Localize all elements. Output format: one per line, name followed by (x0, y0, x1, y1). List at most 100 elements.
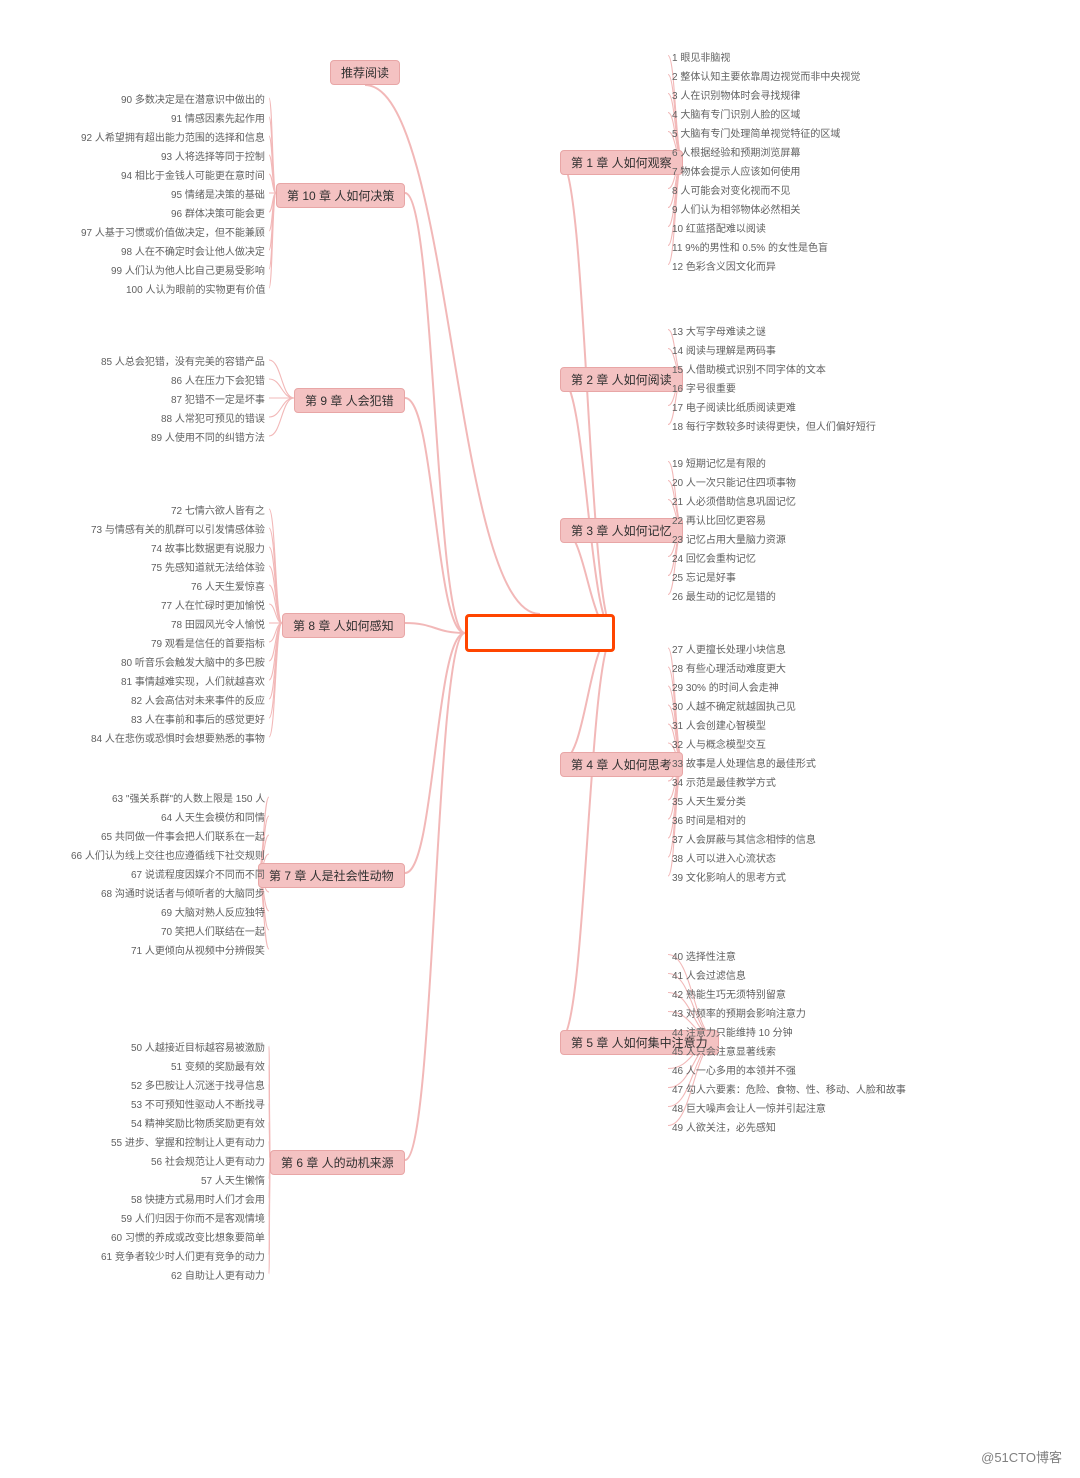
leaf-left-1-2: 87 犯错不一定是坏事 (171, 391, 265, 406)
leaf-right-0-8: 9 人们认为相邻物体必然相关 (672, 201, 800, 216)
leaf-right-2-1: 20 人一次只能记住四项事物 (672, 474, 796, 489)
leaf-right-3-10: 37 人会屏蔽与其信念相悖的信息 (672, 831, 816, 846)
leaf-right-2-7: 26 最生动的记忆是错的 (672, 588, 776, 603)
leaf-right-3-0: 27 人更擅长处理小块信息 (672, 641, 786, 656)
leaf-left-1-0: 85 人总会犯错，没有完美的容错产品 (101, 353, 265, 368)
leaf-right-4-3: 43 对频率的预期会影响注意力 (672, 1005, 806, 1020)
leaf-right-3-6: 33 故事是人处理信息的最佳形式 (672, 755, 816, 770)
leaf-left-3-6: 69 大脑对熟人反应独特 (161, 904, 265, 919)
leaf-left-2-9: 81 事情越难实现，人们就越喜欢 (121, 673, 265, 688)
leaf-right-4-6: 46 人一心多用的本领并不强 (672, 1062, 796, 1077)
leaf-left-2-8: 80 听音乐会触发大脑中的多巴胺 (121, 654, 265, 669)
leaf-left-3-7: 70 笑把人们联结在一起 (161, 923, 265, 938)
leaf-right-3-7: 34 示范是最佳教学方式 (672, 774, 776, 789)
leaf-left-2-3: 75 先感知道就无法给体验 (151, 559, 265, 574)
leaf-right-2-3: 22 再认比回忆更容易 (672, 512, 766, 527)
leaf-right-4-9: 49 人欲关注，必先感知 (672, 1119, 776, 1134)
leaf-left-2-6: 78 田园风光令人愉悦 (171, 616, 265, 631)
leaf-left-2-5: 77 人在忙碌时更加愉悦 (161, 597, 265, 612)
leaf-right-0-10: 11 9%的男性和 0.5% 的女性是色盲 (672, 239, 828, 254)
leaf-right-0-0: 1 眼见非脑视 (672, 49, 730, 64)
leaf-right-1-5: 18 每行字数较多时读得更快，但人们偏好短行 (672, 418, 876, 433)
leaf-left-3-1: 64 人天生会模仿和同情 (161, 809, 265, 824)
leaf-left-0-2: 92 人希望拥有超出能力范围的选择和信息 (81, 129, 265, 144)
leaf-left-2-7: 79 观看是信任的首要指标 (151, 635, 265, 650)
leaf-left-2-4: 76 人天生爱惊喜 (191, 578, 265, 593)
chapter-right-3: 第 4 章 人如何思考 (560, 752, 683, 777)
leaf-left-4-6: 56 社会规范让人更有动力 (151, 1153, 265, 1168)
chapter-right-2: 第 3 章 人如何记忆 (560, 518, 683, 543)
leaf-right-2-6: 25 忘记是好事 (672, 569, 736, 584)
leaf-left-2-10: 82 人会高估对未来事件的反应 (131, 692, 265, 707)
leaf-right-3-12: 39 文化影响人的思考方式 (672, 869, 786, 884)
leaf-right-2-2: 21 人必须借助信息巩固记忆 (672, 493, 796, 508)
leaf-left-4-0: 50 人越接近目标越容易被激励 (131, 1039, 265, 1054)
leaf-left-1-1: 86 人在压力下会犯错 (171, 372, 265, 387)
leaf-right-0-11: 12 色彩含义因文化而异 (672, 258, 776, 273)
chapter-left-2: 第 8 章 人如何感知 (282, 613, 405, 638)
leaf-left-0-9: 99 人们认为他人比自己更易受影响 (111, 262, 265, 277)
leaf-right-4-0: 40 选择性注意 (672, 948, 736, 963)
watermark: @51CTO博客 (981, 1447, 1062, 1466)
leaf-right-0-3: 4 大脑有专门识别人脸的区域 (672, 106, 800, 121)
leaf-right-3-1: 28 有些心理活动难度更大 (672, 660, 786, 675)
leaf-left-0-8: 98 人在不确定时会让他人做决定 (121, 243, 265, 258)
leaf-left-3-8: 71 人更倾向从视频中分辨假笑 (131, 942, 265, 957)
leaf-left-4-10: 60 习惯的养成或改变比想象要简单 (111, 1229, 265, 1244)
leaf-left-4-11: 61 竞争者较少时人们更有竞争的动力 (101, 1248, 265, 1263)
leaf-left-0-6: 96 群体决策可能会更 (171, 205, 265, 220)
leaf-right-0-5: 6 人根据经验和预期浏览屏幕 (672, 144, 800, 159)
leaf-right-4-4: 44 注意力只能维持 10 分钟 (672, 1024, 793, 1039)
leaf-right-2-5: 24 回忆会重构记忆 (672, 550, 756, 565)
leaf-left-2-1: 73 与情感有关的肌群可以引发情感体验 (91, 521, 265, 536)
leaf-right-0-2: 3 人在识别物体时会寻找规律 (672, 87, 800, 102)
leaf-right-1-2: 15 人借助模式识别不同字体的文本 (672, 361, 826, 376)
leaf-right-0-9: 10 红蓝搭配难以阅读 (672, 220, 766, 235)
leaf-left-4-8: 58 快捷方式易用时人们才会用 (131, 1191, 265, 1206)
leaf-right-0-4: 5 大脑有专门处理简单视觉特征的区域 (672, 125, 840, 140)
leaf-left-4-2: 52 多巴胺让人沉迷于找寻信息 (131, 1077, 265, 1092)
leaf-right-0-7: 8 人可能会对变化视而不见 (672, 182, 790, 197)
leaf-left-0-7: 97 人基于习惯或价值做决定，但不能兼顾 (81, 224, 265, 239)
chapter-right-0: 第 1 章 人如何观察 (560, 150, 683, 175)
chapter-left-3: 第 7 章 人是社会性动物 (258, 863, 405, 888)
leaf-left-0-4: 94 相比于金钱人可能更在意时间 (121, 167, 265, 182)
leaf-left-4-7: 57 人天生懒惰 (201, 1172, 265, 1187)
leaf-right-3-3: 30 人越不确定就越固执己见 (672, 698, 796, 713)
leaf-right-3-8: 35 人天生爱分类 (672, 793, 746, 808)
leaf-right-3-5: 32 人与概念模型交互 (672, 736, 766, 751)
leaf-right-1-4: 17 电子阅读比纸质阅读更难 (672, 399, 796, 414)
recommend-node: 推荐阅读 (330, 60, 400, 85)
leaf-left-3-2: 65 共同做一件事会把人们联系在一起 (101, 828, 265, 843)
leaf-left-2-12: 84 人在悲伤或恐惧时会想要熟悉的事物 (91, 730, 265, 745)
leaf-left-4-4: 54 精神奖励比物质奖励更有效 (131, 1115, 265, 1130)
leaf-left-4-12: 62 自助让人更有动力 (171, 1267, 265, 1282)
leaf-left-0-1: 91 情感因素先起作用 (171, 110, 265, 125)
leaf-right-4-7: 47 勾人六要素：危险、食物、性、移动、人脸和故事 (672, 1081, 906, 1096)
center-node (465, 614, 615, 652)
chapter-right-1: 第 2 章 人如何阅读 (560, 367, 683, 392)
leaf-left-0-10: 100 人认为眼前的实物更有价值 (126, 281, 265, 296)
leaf-right-3-4: 31 人会创建心智模型 (672, 717, 766, 732)
leaf-right-3-11: 38 人可以进入心流状态 (672, 850, 776, 865)
leaf-right-2-4: 23 记忆占用大量脑力资源 (672, 531, 786, 546)
leaf-right-3-2: 29 30% 的时间人会走神 (672, 679, 779, 694)
chapter-left-0: 第 10 章 人如何决策 (276, 183, 405, 208)
leaf-left-0-3: 93 人将选择等同于控制 (161, 148, 265, 163)
leaf-right-1-1: 14 阅读与理解是两码事 (672, 342, 776, 357)
leaf-right-4-1: 41 人会过滤信息 (672, 967, 746, 982)
leaf-right-0-6: 7 物体会提示人应该如何使用 (672, 163, 800, 178)
leaf-left-0-5: 95 情绪是决策的基础 (171, 186, 265, 201)
leaf-left-4-9: 59 人们归因于你而不是客观情境 (121, 1210, 265, 1225)
leaf-right-4-5: 45 人只会注意显著线索 (672, 1043, 776, 1058)
leaf-right-1-0: 13 大写字母难读之谜 (672, 323, 766, 338)
leaf-left-1-3: 88 人常犯可预见的错误 (161, 410, 265, 425)
leaf-right-2-0: 19 短期记忆是有限的 (672, 455, 766, 470)
leaf-left-3-4: 67 说谎程度因媒介不同而不同 (131, 866, 265, 881)
leaf-right-1-3: 16 字号很重要 (672, 380, 736, 395)
mindmap-stage: @51CTO博客 推荐阅读第 1 章 人如何观察 1 眼见非脑视 2 整体认知主要依… (0, 0, 1080, 1478)
leaf-left-0-0: 90 多数决定是在潜意识中做出的 (121, 91, 265, 106)
leaf-right-0-1: 2 整体认知主要依靠周边视觉而非中央视觉 (672, 68, 860, 83)
leaf-left-3-0: 63 "强关系群"的人数上限是 150 人 (112, 790, 265, 805)
leaf-left-3-3: 66 人们认为线上交往也应遵循线下社交规则 (71, 847, 265, 862)
